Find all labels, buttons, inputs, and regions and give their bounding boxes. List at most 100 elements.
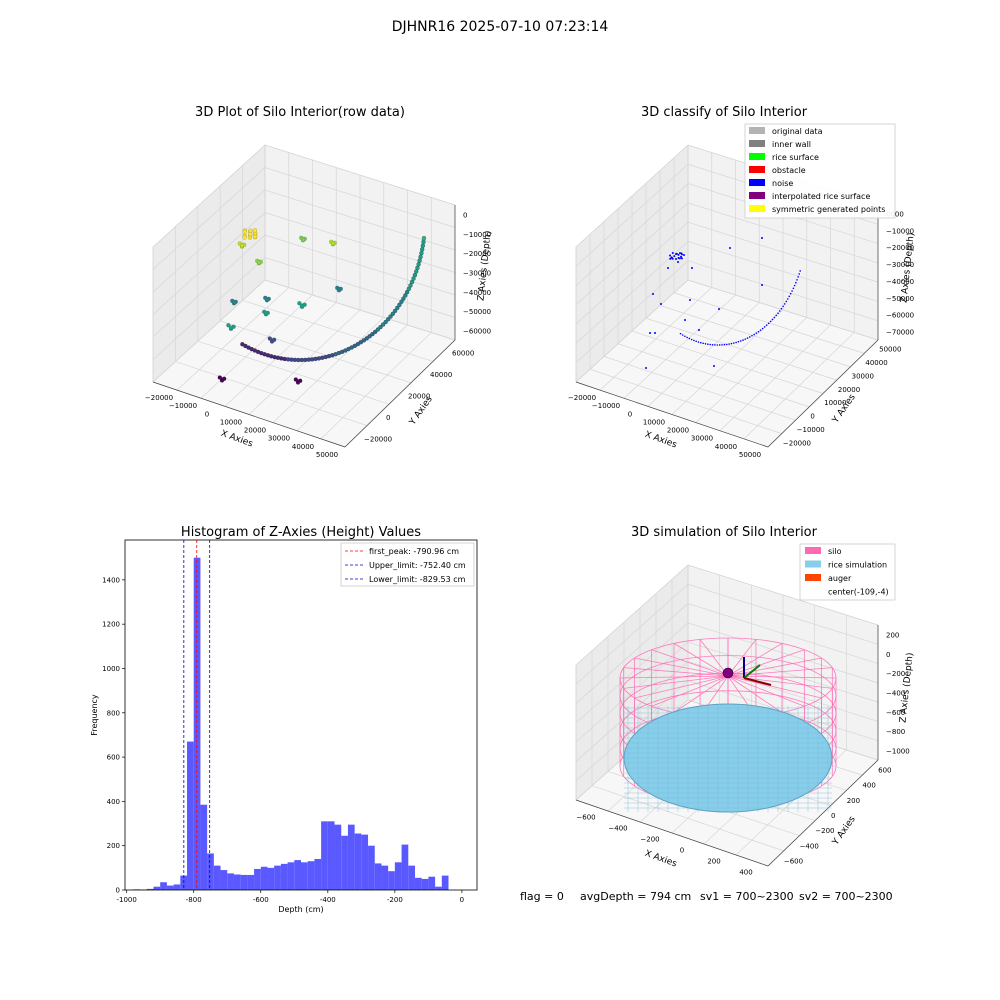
raw-data-point	[269, 338, 275, 343]
raw-data-point	[378, 324, 383, 330]
raw-data-point	[418, 254, 423, 260]
legend-label: Upper_limit: -752.40 cm	[369, 561, 466, 570]
y-tick-label: 0	[386, 414, 390, 422]
histogram-frame	[124, 539, 478, 891]
raw-data-point	[392, 308, 398, 313]
noise-point	[698, 329, 700, 331]
histogram-bar	[428, 876, 436, 890]
noise-point	[680, 257, 683, 260]
noise-point	[652, 293, 654, 295]
noise-point	[654, 332, 656, 334]
legend-label: interpolated rice surface	[772, 192, 870, 201]
noise-point	[742, 339, 744, 341]
histogram-bar	[368, 845, 375, 890]
y-tick-label: −200	[815, 827, 834, 835]
raw-data-point	[252, 234, 258, 239]
raw-data-point	[421, 239, 426, 245]
histogram-bar	[347, 824, 355, 890]
x-tick-label: −400	[608, 825, 627, 833]
noise-point	[744, 338, 747, 340]
raw-data-point	[404, 290, 410, 295]
grid-line	[589, 368, 782, 434]
histogram-bar	[227, 873, 234, 890]
raw-data-point	[412, 272, 418, 278]
histogram-bar	[287, 862, 295, 890]
x-axis-line	[575, 799, 769, 867]
histogram-y-ticks: 0 200 400 600 800 1000 1200 1400	[102, 576, 125, 895]
noise-point	[707, 343, 709, 345]
silo-wireframe	[619, 637, 837, 807]
z-tick-label: −200	[886, 670, 905, 678]
y-tick-label: 600	[878, 767, 891, 775]
noise-point	[775, 314, 777, 317]
auger-marker	[722, 657, 772, 686]
noise-point	[718, 344, 721, 346]
silo-roof-line	[651, 675, 729, 707]
rice-surface-edge	[623, 703, 833, 813]
raw-data-point	[390, 311, 396, 316]
histogram-bar	[401, 844, 409, 890]
noise-point	[730, 342, 733, 345]
noise-point	[757, 330, 760, 333]
histogram-bar	[374, 863, 382, 890]
y-tick-label: 0	[116, 887, 120, 895]
noise-point	[791, 290, 793, 292]
silo-roof-line	[623, 675, 729, 689]
noise-point	[771, 318, 774, 321]
sv2-text: sv2 = 700~2300	[799, 890, 893, 903]
grid-line	[224, 302, 337, 407]
z-tick-label: −400	[886, 690, 905, 698]
grid-line	[575, 661, 879, 762]
raw-3d-points	[217, 228, 427, 385]
classify-3d-y-ticks: −20000 −10000 0 10000 20000 30000 40000 50000	[783, 346, 902, 448]
y-tick-label: 400	[862, 782, 875, 790]
histogram-bar	[160, 882, 167, 890]
silo-roof-line	[651, 649, 729, 677]
legend-label: obstacle	[772, 166, 806, 175]
noise-point	[669, 254, 672, 257]
figure-suptitle: DJHNR16 2025-07-10 07:23:14	[392, 19, 609, 35]
histogram-bar	[207, 853, 214, 890]
grid-line	[575, 221, 879, 325]
noise-point	[783, 303, 786, 305]
raw-data-point	[395, 305, 400, 311]
raw-data-point	[419, 251, 424, 256]
z-tick-label: −1000	[886, 747, 910, 755]
legend-label: original data	[772, 127, 823, 136]
grid-line	[220, 320, 412, 384]
legend-label: auger	[828, 574, 852, 583]
noise-point	[683, 254, 685, 256]
x-tick-label: 40000	[292, 443, 314, 451]
raw-3d-z-ticks: 0 −10000 −20000 −30000 −40000 −50000 −60000	[463, 212, 491, 336]
y-tick-label: 400	[107, 798, 120, 806]
simulation-3d-xlabel: X Axies	[643, 849, 678, 870]
raw-data-point	[417, 258, 422, 263]
x-axis-line	[152, 381, 346, 448]
noise-point	[677, 261, 679, 263]
noise-point	[660, 303, 662, 305]
noise-point	[713, 365, 715, 367]
grid-line	[176, 287, 289, 391]
histogram-bar	[294, 860, 301, 890]
z-tick-label: −20000	[886, 244, 914, 252]
z-tick-label: −60000	[463, 327, 491, 335]
legend-label: Lower_limit: -829.53 cm	[369, 575, 466, 584]
grid-line	[591, 785, 784, 852]
raw-data-point	[364, 336, 369, 341]
z-tick-label: −20000	[463, 250, 491, 258]
z-tick-label: −10000	[463, 231, 491, 239]
legend-swatch	[749, 166, 765, 173]
rice-surface	[623, 703, 833, 813]
x-tick-label: 20000	[244, 427, 266, 435]
noise-point	[763, 326, 766, 328]
noise-point	[753, 333, 755, 336]
histogram-bar	[421, 878, 429, 890]
y-tick-label: −400	[800, 842, 819, 850]
noise-point	[746, 337, 749, 339]
histogram-bar	[408, 865, 415, 890]
x-tick-label: 0	[680, 847, 684, 855]
raw-data-point	[367, 334, 372, 339]
raw-data-point	[403, 293, 408, 298]
legend-swatch	[805, 574, 821, 581]
